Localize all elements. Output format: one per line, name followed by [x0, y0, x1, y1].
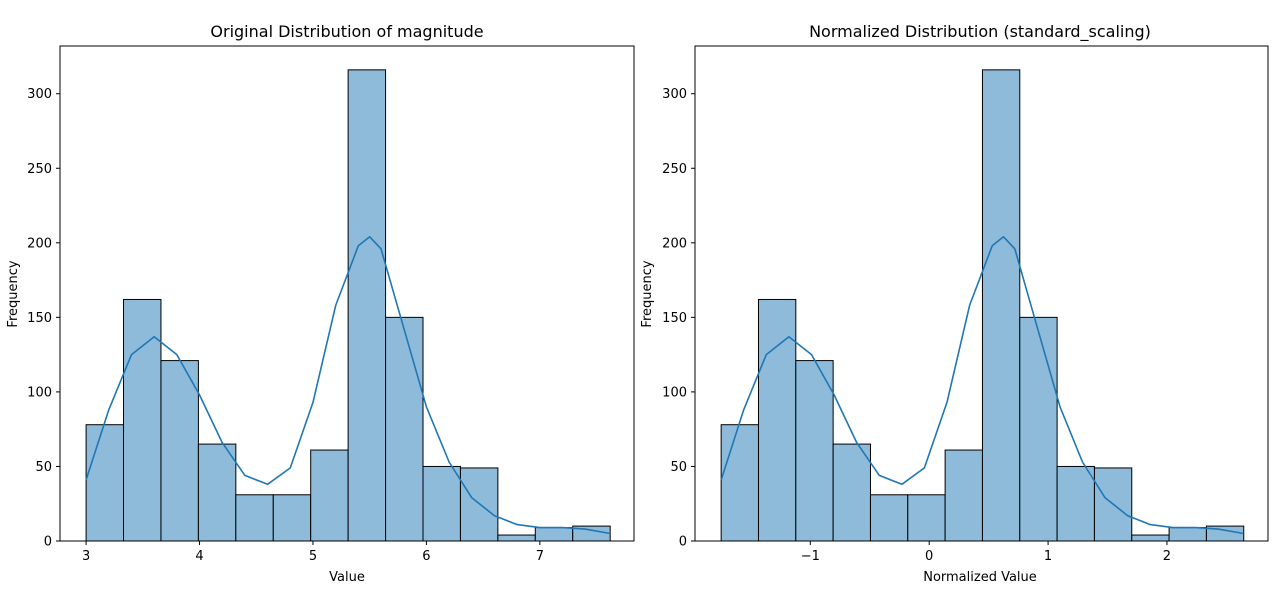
y-tick-label: 300 [662, 87, 687, 102]
histogram-bar [272, 494, 312, 542]
y-tick-label: 100 [27, 385, 52, 400]
histogram-bars [720, 69, 1245, 542]
y-axis-ticks: 0 50 100 150 200 250 300 [662, 87, 695, 550]
histogram-bar [832, 443, 871, 542]
x-tick-label: 2 [1163, 549, 1171, 564]
plot-frame [694, 45, 1269, 542]
histogram-bar [907, 494, 946, 542]
x-axis-label: Normalized Value [923, 570, 1037, 585]
histogram-bar [160, 360, 199, 542]
chart-title: Normalized Distribution (standard_scalin… [809, 22, 1151, 42]
chart-title: Original Distribution of magnitude [210, 22, 483, 41]
histogram-bar [720, 424, 759, 542]
x-tick-label: 0 [925, 549, 933, 564]
x-axis-ticks: −1 0 1 2 [801, 541, 1171, 564]
y-tick-label: 300 [27, 87, 52, 102]
histogram-bar [981, 69, 1021, 542]
x-tick-label: 1 [1044, 549, 1052, 564]
histogram-bar [310, 449, 349, 542]
plot-frame [59, 45, 635, 542]
kde-curve-group [720, 236, 1244, 535]
x-tick-label: 7 [536, 549, 544, 564]
y-tick-label: 50 [35, 460, 52, 475]
chart-normalized: Normalized Distribution (standard_scalin… [640, 22, 1269, 585]
y-axis-label: Frequency [6, 260, 21, 327]
histogram-bar [497, 534, 536, 542]
kde-curve-group [85, 236, 611, 535]
histogram-bar [385, 316, 424, 542]
y-tick-label: 50 [670, 460, 687, 475]
histogram-bar [1019, 316, 1058, 542]
histogram-bar [1056, 465, 1095, 542]
histogram-bar [347, 69, 387, 542]
histogram-bar [1168, 527, 1207, 542]
histogram-bar [534, 527, 574, 542]
histogram-bar [944, 449, 983, 542]
y-tick-label: 0 [679, 535, 687, 550]
y-tick-label: 200 [662, 236, 687, 251]
histogram-bar [197, 443, 237, 542]
x-tick-label: −1 [801, 549, 820, 564]
kde-curve [720, 236, 1244, 535]
x-tick-label: 3 [82, 549, 90, 564]
histogram-bar [757, 298, 797, 542]
histogram-bar [123, 298, 162, 542]
histogram-bar [85, 424, 125, 542]
chart-original: Original Distribution of magnitude Value… [6, 22, 635, 585]
y-tick-label: 200 [27, 236, 52, 251]
x-tick-label: 4 [195, 549, 203, 564]
y-tick-label: 150 [27, 311, 52, 326]
y-tick-label: 250 [662, 162, 687, 177]
y-tick-label: 100 [662, 385, 687, 400]
y-axis-label: Frequency [640, 260, 655, 327]
histogram-bar [869, 494, 909, 542]
y-tick-label: 150 [662, 311, 687, 326]
x-axis-label: Value [329, 570, 365, 585]
x-tick-label: 6 [422, 549, 430, 564]
y-tick-label: 0 [44, 535, 52, 550]
x-axis-ticks: 3 4 5 6 7 [82, 541, 544, 564]
y-axis-ticks: 0 50 100 150 200 250 300 [27, 87, 60, 550]
histogram-bar [1131, 534, 1170, 542]
histogram-bar [235, 494, 274, 542]
x-tick-label: 5 [309, 549, 317, 564]
histogram-bar [422, 465, 461, 542]
histogram-bar [795, 360, 834, 542]
y-tick-label: 250 [27, 162, 52, 177]
kde-curve [85, 236, 611, 535]
histogram-bars [85, 69, 611, 542]
